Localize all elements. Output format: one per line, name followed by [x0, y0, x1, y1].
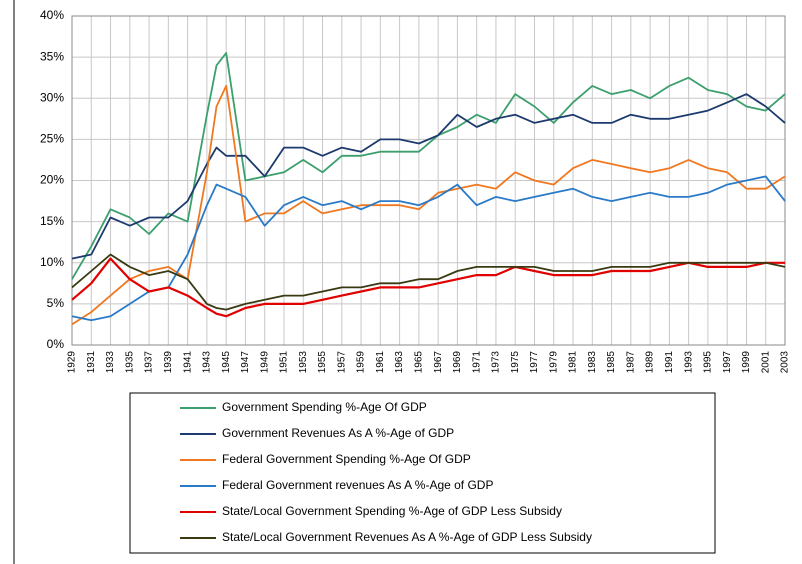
legend-label: Government Spending %-Age Of GDP [222, 400, 427, 414]
legend-label: Federal Government Spending %-Age Of GDP [222, 452, 471, 466]
series-line [71, 52, 786, 280]
legend-label: State/Local Government Revenues As A %-A… [222, 530, 592, 544]
x-tick-label: 1947 [240, 351, 251, 374]
x-tick-label: 1939 [163, 351, 174, 374]
legend-label: State/Local Government Spending %-Age of… [222, 504, 562, 518]
legend-label: Federal Government revenues As A %-Age o… [222, 478, 493, 492]
x-tick-label: 2003 [780, 351, 791, 374]
x-tick-label: 1969 [452, 351, 463, 374]
y-tick-label: 20% [40, 173, 64, 187]
x-tick-label: 1955 [317, 351, 328, 374]
series-line [71, 85, 786, 326]
x-tick-label: 1979 [548, 351, 559, 374]
x-tick-label: 1977 [529, 351, 540, 374]
x-tick-label: 1993 [683, 351, 694, 374]
x-tick-label: 1953 [298, 351, 309, 374]
x-tick-label: 1989 [645, 351, 656, 374]
series-line [71, 253, 786, 311]
y-tick-label: 25% [40, 132, 64, 146]
x-tick-label: 1961 [375, 351, 386, 374]
x-tick-label: 2001 [760, 351, 771, 374]
x-tick-label: 1931 [86, 351, 97, 374]
x-tick-label: 1959 [356, 351, 367, 374]
legend-label: Government Revenues As A %-Age of GDP [222, 426, 454, 440]
x-tick-label: 1999 [741, 351, 752, 374]
x-tick-label: 1935 [124, 351, 135, 374]
y-tick-label: 40% [40, 8, 64, 22]
x-tick-label: 1985 [606, 351, 617, 374]
y-tick-label: 15% [40, 214, 64, 228]
x-tick-label: 1987 [625, 351, 636, 374]
x-tick-label: 1983 [587, 351, 598, 374]
x-tick-label: 1945 [221, 351, 232, 374]
series-line [71, 93, 786, 260]
x-tick-label: 1965 [414, 351, 425, 374]
x-tick-label: 1937 [144, 351, 155, 374]
series-line [71, 175, 786, 322]
x-tick-label: 1967 [433, 351, 444, 374]
x-tick-label: 1997 [722, 351, 733, 374]
x-tick-label: 1957 [336, 351, 347, 374]
x-tick-label: 1995 [703, 351, 714, 374]
x-tick-label: 1973 [491, 351, 502, 374]
y-tick-label: 35% [40, 49, 64, 63]
x-tick-label: 1949 [259, 351, 270, 374]
x-tick-label: 1971 [471, 351, 482, 374]
x-tick-label: 1941 [182, 351, 193, 374]
x-tick-label: 1943 [202, 351, 213, 374]
y-tick-label: 10% [40, 255, 64, 269]
x-tick-label: 1929 [67, 351, 78, 374]
x-tick-label: 1951 [279, 351, 290, 374]
x-tick-label: 1981 [568, 351, 579, 374]
series-line [71, 257, 785, 318]
x-tick-label: 1933 [105, 351, 116, 374]
x-tick-label: 1963 [394, 351, 405, 374]
y-tick-label: 5% [47, 296, 65, 310]
y-tick-label: 0% [47, 337, 65, 351]
x-tick-label: 1991 [664, 351, 675, 374]
plot-border [71, 15, 786, 346]
y-tick-label: 30% [40, 90, 64, 104]
x-tick-label: 1975 [510, 351, 521, 374]
legend-box [129, 392, 716, 554]
